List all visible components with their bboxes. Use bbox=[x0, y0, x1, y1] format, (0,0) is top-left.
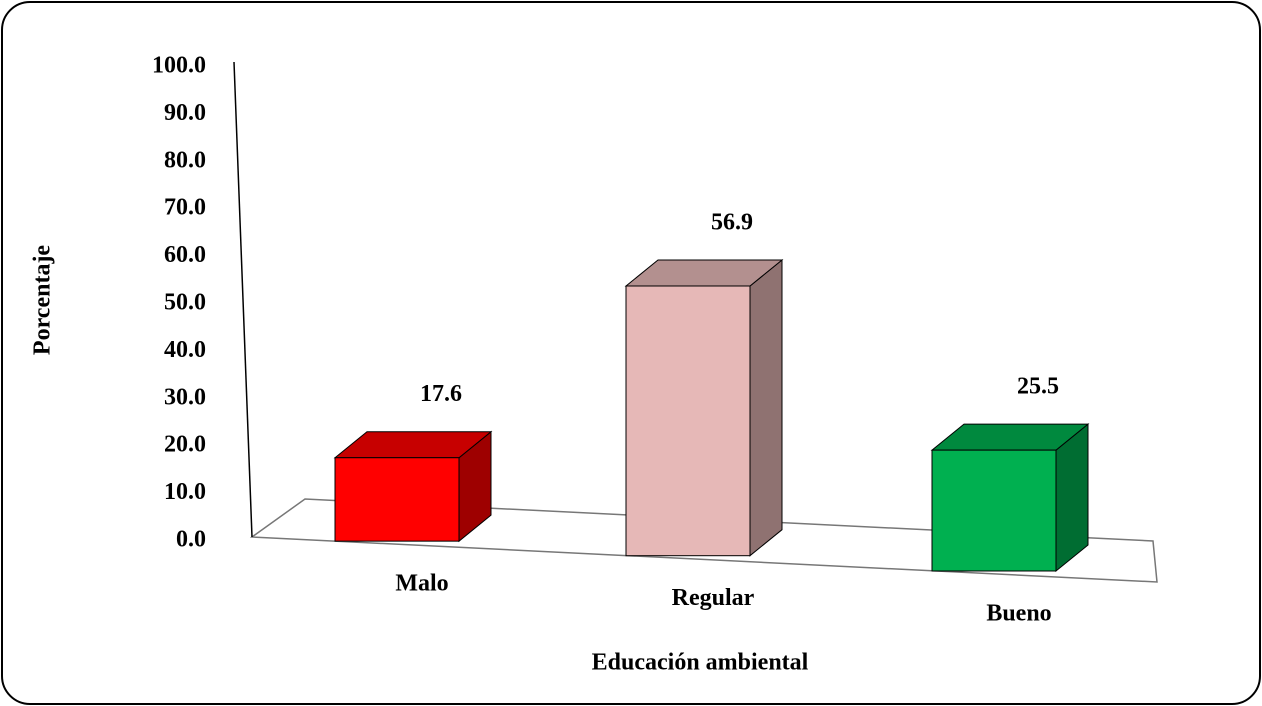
y-tick-label: 0.0 bbox=[176, 527, 206, 553]
bar-side bbox=[749, 258, 783, 557]
bar bbox=[625, 285, 751, 557]
y-axis-label: Porcentaje bbox=[30, 245, 56, 356]
y-tick-label: 20.0 bbox=[164, 432, 206, 458]
x-tick-label: Regular bbox=[672, 585, 755, 611]
y-tick-label: 100.0 bbox=[152, 53, 206, 79]
data-label: 25.5 bbox=[1017, 374, 1059, 400]
data-label: 56.9 bbox=[711, 209, 753, 235]
y-tick-label: 90.0 bbox=[164, 100, 206, 126]
y-tick-label: 80.0 bbox=[164, 147, 206, 173]
bar bbox=[931, 449, 1057, 572]
bar bbox=[334, 457, 460, 542]
y-tick-label: 10.0 bbox=[164, 479, 206, 505]
x-axis-label: Educación ambiental bbox=[592, 650, 809, 676]
y-tick-label: 50.0 bbox=[164, 290, 206, 316]
y-tick-label: 40.0 bbox=[164, 337, 206, 363]
y-axis bbox=[233, 61, 253, 538]
y-tick-label: 30.0 bbox=[164, 384, 206, 410]
x-tick-label: Malo bbox=[395, 571, 448, 597]
x-tick-label: Bueno bbox=[986, 601, 1051, 627]
data-label: 17.6 bbox=[420, 381, 462, 407]
y-tick-label: 70.0 bbox=[164, 195, 206, 221]
y-tick-label: 60.0 bbox=[164, 242, 206, 268]
